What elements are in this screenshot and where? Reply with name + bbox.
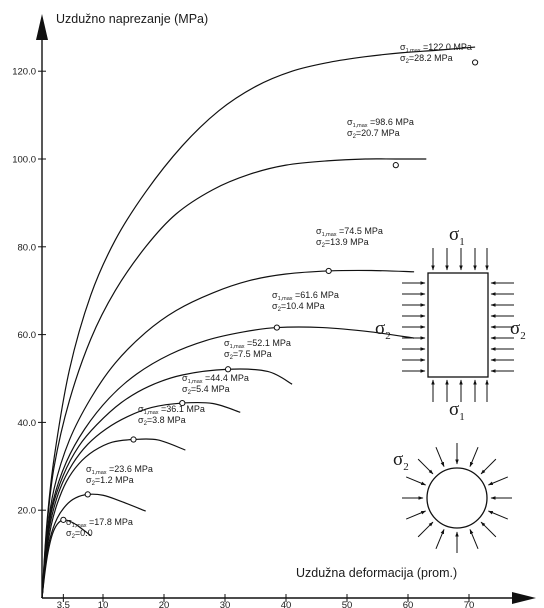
sigma2-right-label: σ2 [510, 318, 526, 342]
annotation-sigma1-max: σ1,max =74.5 MPa [316, 226, 383, 238]
series-line [41, 326, 415, 599]
specimen-rectangle [427, 272, 489, 378]
annotation-sigma1-max: σ1,max =23.6 MPa [86, 464, 153, 476]
y-tick-label: 60.0 [18, 330, 37, 341]
axes [36, 14, 536, 604]
radial-arrow [469, 446, 479, 468]
annotation-sigma2: σ2=13.9 MPa [316, 237, 369, 249]
x-tick-label: 10 [98, 600, 109, 608]
y-tick-label: 20.0 [18, 506, 37, 517]
rectangular-specimen-diagram: σ1 σ1 σ2 σ2 [375, 224, 526, 423]
peak-marker [273, 324, 280, 331]
annotation-sigma2: σ2=0.0 [66, 528, 93, 540]
x-tick-label: 30 [220, 600, 231, 608]
radial-arrow [469, 528, 479, 550]
y-tick-label: 40.0 [18, 418, 37, 429]
series-line [41, 46, 476, 599]
load-arrows [402, 248, 514, 402]
x-axis-arrow [512, 592, 536, 604]
y-tick-label: 120.0 [12, 67, 36, 78]
circular-specimen-diagram: σ2 [393, 443, 512, 553]
radial-arrow [417, 458, 434, 475]
annotation-sigma2: σ2=5.4 MPa [182, 384, 230, 396]
annotation-sigma1-max: σ1,max =52.1 MPa [224, 338, 291, 350]
radial-arrow [417, 521, 434, 538]
series-line [41, 493, 146, 599]
peak-marker [60, 516, 67, 523]
y-tick-label: 100.0 [12, 155, 36, 166]
radial-arrow [405, 476, 427, 486]
series-line [41, 438, 186, 599]
radial-arrow [435, 446, 445, 468]
radial-arrow [487, 510, 509, 520]
peak-marker [392, 162, 399, 169]
x-tick-label: 50 [342, 600, 353, 608]
sigma1-top-label: σ1 [449, 224, 465, 248]
annotation-sigma1-max: σ1,max =17.8 MPa [66, 517, 133, 529]
specimen-circle [426, 467, 488, 529]
sigma1-bottom-label: σ1 [449, 399, 465, 423]
peak-marker [224, 366, 232, 373]
annotation-sigma2: σ2=10.4 MPa [272, 301, 325, 313]
annotation-sigma1-max: σ1,max =61.6 MPa [272, 290, 339, 302]
x-tick-label: 70 [464, 600, 475, 608]
peak-marker [325, 267, 332, 275]
x-tick-label: 40 [281, 600, 292, 608]
annotation-sigma2: σ2=20.7 MPa [347, 128, 400, 140]
ticks: 20.0 40.0 60.0 80.0 100.0 120.0 3.5 10 20 30 40 50 6… [12, 67, 474, 608]
peak-marker [179, 399, 186, 407]
radial-arrow [405, 510, 427, 520]
radial-arrow [487, 476, 509, 486]
annotation-sigma2: σ2=7.5 MPa [224, 349, 272, 361]
series-line [41, 269, 415, 599]
sigma2-left-label: σ2 [375, 318, 391, 342]
annotation-sigma2: σ2=1.2 MPa [86, 475, 134, 487]
annotation-sigma1-max: σ1,max =98.6 MPa [347, 117, 414, 129]
peak-marker [472, 59, 479, 66]
peak-marker [130, 436, 137, 443]
y-tick-label: 80.0 [18, 242, 37, 253]
y-axis-arrow [36, 14, 48, 40]
radial-arrow [480, 521, 497, 538]
stress-strain-curves [41, 46, 479, 599]
annotation-sigma1-max: σ1,max =36.1 MPa [138, 404, 205, 416]
peak-marker [84, 491, 91, 498]
annotation-sigma1-max: σ1,max =122.0 MPa [400, 42, 472, 54]
annotation-sigma2: σ2=28.2 MPa [400, 53, 453, 65]
radial-arrow [435, 528, 445, 550]
series-line [41, 158, 427, 599]
sigma2-circle-label: σ2 [393, 449, 409, 473]
x-tick-label: 20 [159, 600, 170, 608]
annotation-sigma1-max: σ1,max =44.4 MPa [182, 373, 249, 385]
annotation-sigma2: σ2=3.8 MPa [138, 415, 186, 427]
y-axis-title: Uzdužno naprezanje (MPa) [56, 12, 208, 26]
x-tick-label: 3.5 [57, 600, 70, 608]
x-axis-title: Uzdužna deformacija (prom.) [296, 566, 457, 580]
x-tick-label: 60 [403, 600, 414, 608]
radial-load-arrows [402, 443, 512, 553]
radial-arrow [480, 458, 497, 475]
